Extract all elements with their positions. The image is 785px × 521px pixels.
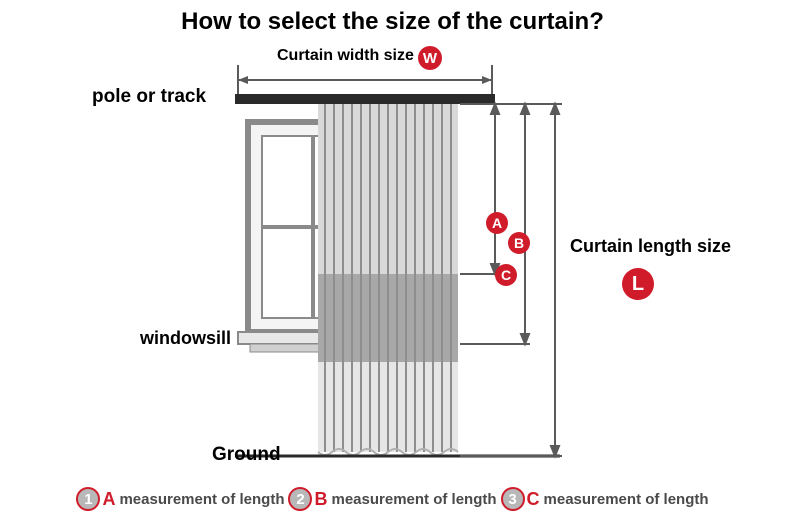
curtain-diagram: Curtain width size W pole or track windo… (0, 50, 785, 470)
footer-text-2: measurement of length (331, 491, 496, 508)
footer-letter-b: B (314, 489, 327, 510)
width-badge: W (418, 46, 442, 70)
footer-item-1: 1 A measurement of length (76, 487, 284, 511)
badge-b: B (508, 232, 530, 254)
footer-num-1: 1 (76, 487, 100, 511)
pole-track-label: pole or track (92, 86, 206, 108)
footer-text-3: measurement of length (544, 491, 709, 508)
footer-item-2: 2 B measurement of length (288, 487, 496, 511)
badge-a: A (486, 212, 508, 234)
width-size-label: Curtain width size (277, 47, 414, 65)
width-dimension (238, 65, 492, 95)
curtain (318, 104, 458, 455)
page-title: How to select the size of the curtain? (0, 8, 785, 36)
badge-c: C (495, 264, 517, 286)
footer-text-1: measurement of length (119, 491, 284, 508)
footer-letter-c: C (527, 489, 540, 510)
windowsill-label: windowsill (140, 328, 231, 349)
ground-label: Ground (212, 444, 281, 466)
footer-item-3: 3 C measurement of length (501, 487, 709, 511)
footer-letter-a: A (102, 489, 115, 510)
footer-num-3: 3 (501, 487, 525, 511)
pole-bar (235, 94, 495, 104)
footer-num-2: 2 (288, 487, 312, 511)
length-badge: L (622, 268, 654, 300)
length-size-label: Curtain length size (570, 236, 731, 257)
footer-legend: 1 A measurement of length 2 B measuremen… (0, 487, 785, 511)
